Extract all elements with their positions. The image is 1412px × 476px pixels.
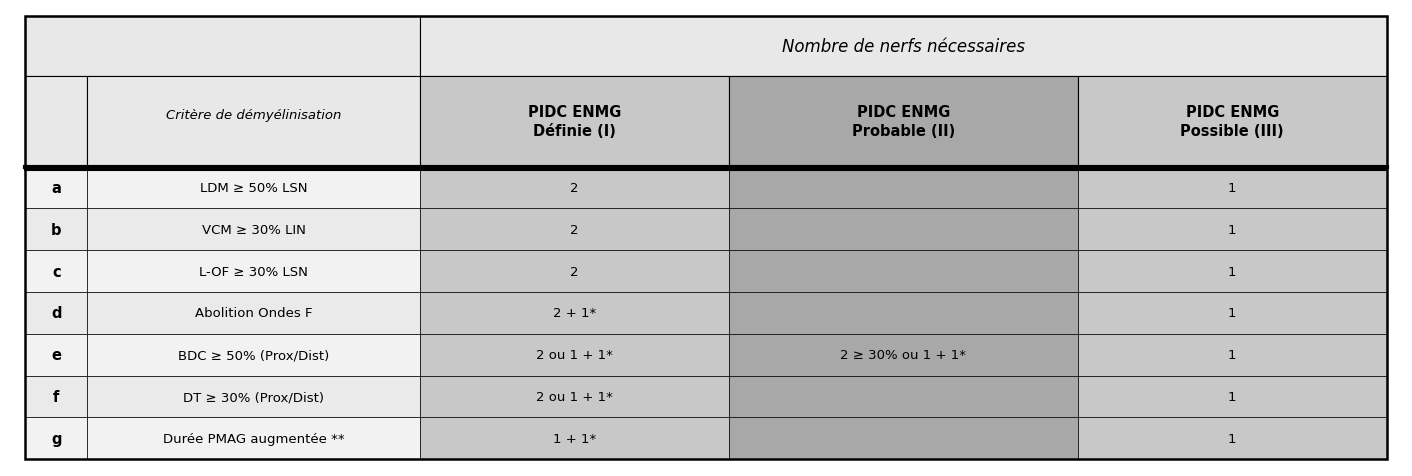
Bar (421, 376, 729, 417)
Text: 1: 1 (1228, 432, 1237, 445)
Text: Abolition Ondes F: Abolition Ondes F (195, 307, 312, 320)
Bar (1077, 376, 1387, 417)
Text: b: b (51, 222, 62, 237)
Bar (421, 167, 729, 209)
Text: LDM ≥ 50% LSN: LDM ≥ 50% LSN (201, 181, 308, 195)
Text: g: g (51, 431, 62, 446)
Bar (729, 376, 1077, 417)
Text: Nombre de nerfs nécessaires: Nombre de nerfs nécessaires (782, 38, 1025, 56)
Text: 1: 1 (1228, 181, 1237, 195)
Bar (421, 334, 729, 376)
Text: 2 ou 1 + 1*: 2 ou 1 + 1* (537, 348, 613, 361)
Text: 2: 2 (570, 223, 579, 236)
Bar (1077, 292, 1387, 334)
Text: PIDC ENMG
Possible (III): PIDC ENMG Possible (III) (1180, 104, 1284, 139)
Text: L-OF ≥ 30% LSN: L-OF ≥ 30% LSN (199, 265, 308, 278)
Text: BDC ≥ 50% (Prox/Dist): BDC ≥ 50% (Prox/Dist) (178, 348, 329, 361)
Text: DT ≥ 30% (Prox/Dist): DT ≥ 30% (Prox/Dist) (184, 390, 325, 403)
Bar (88, 77, 421, 167)
Text: d: d (51, 306, 62, 321)
Bar (25, 251, 88, 292)
Bar (25, 376, 88, 417)
Bar (421, 292, 729, 334)
Text: VCM ≥ 30% LIN: VCM ≥ 30% LIN (202, 223, 305, 236)
Bar (1077, 77, 1387, 167)
Text: a: a (51, 180, 61, 196)
Bar (88, 334, 421, 376)
Bar (88, 251, 421, 292)
Bar (1077, 167, 1387, 209)
Text: 1: 1 (1228, 390, 1237, 403)
Text: PIDC ENMG
Probable (II): PIDC ENMG Probable (II) (851, 104, 955, 139)
Text: 1: 1 (1228, 265, 1237, 278)
Text: 1 + 1*: 1 + 1* (554, 432, 596, 445)
Bar (88, 292, 421, 334)
Bar (88, 376, 421, 417)
Bar (729, 417, 1077, 459)
Text: c: c (52, 264, 61, 279)
Bar (1077, 209, 1387, 251)
Text: Critère de démyélinisation: Critère de démyélinisation (167, 109, 342, 122)
Bar (25, 77, 88, 167)
Text: 2 + 1*: 2 + 1* (554, 307, 596, 320)
Text: 2: 2 (570, 265, 579, 278)
Text: f: f (54, 389, 59, 404)
Bar (25, 209, 88, 251)
Bar (88, 209, 421, 251)
Text: Durée PMAG augmentée **: Durée PMAG augmentée ** (162, 432, 345, 445)
Bar (421, 17, 1387, 77)
Bar (421, 251, 729, 292)
Bar (421, 209, 729, 251)
Text: 2 ou 1 + 1*: 2 ou 1 + 1* (537, 390, 613, 403)
Bar (1077, 417, 1387, 459)
Text: 1: 1 (1228, 348, 1237, 361)
Bar (421, 417, 729, 459)
Text: e: e (51, 347, 61, 363)
Text: 2: 2 (570, 181, 579, 195)
Bar (25, 334, 88, 376)
Text: 1: 1 (1228, 307, 1237, 320)
Bar (729, 209, 1077, 251)
Bar (25, 292, 88, 334)
Bar (729, 167, 1077, 209)
Bar (25, 417, 88, 459)
Bar (88, 167, 421, 209)
Bar (1077, 334, 1387, 376)
Bar (25, 17, 421, 77)
Bar (729, 77, 1077, 167)
Bar (421, 77, 729, 167)
Bar (88, 417, 421, 459)
Text: PIDC ENMG
Définie (I): PIDC ENMG Définie (I) (528, 104, 621, 139)
Text: 1: 1 (1228, 223, 1237, 236)
Bar (25, 167, 88, 209)
Text: 2 ≥ 30% ou 1 + 1*: 2 ≥ 30% ou 1 + 1* (840, 348, 966, 361)
Bar (1077, 251, 1387, 292)
Bar (729, 251, 1077, 292)
Bar (729, 292, 1077, 334)
Bar (729, 334, 1077, 376)
